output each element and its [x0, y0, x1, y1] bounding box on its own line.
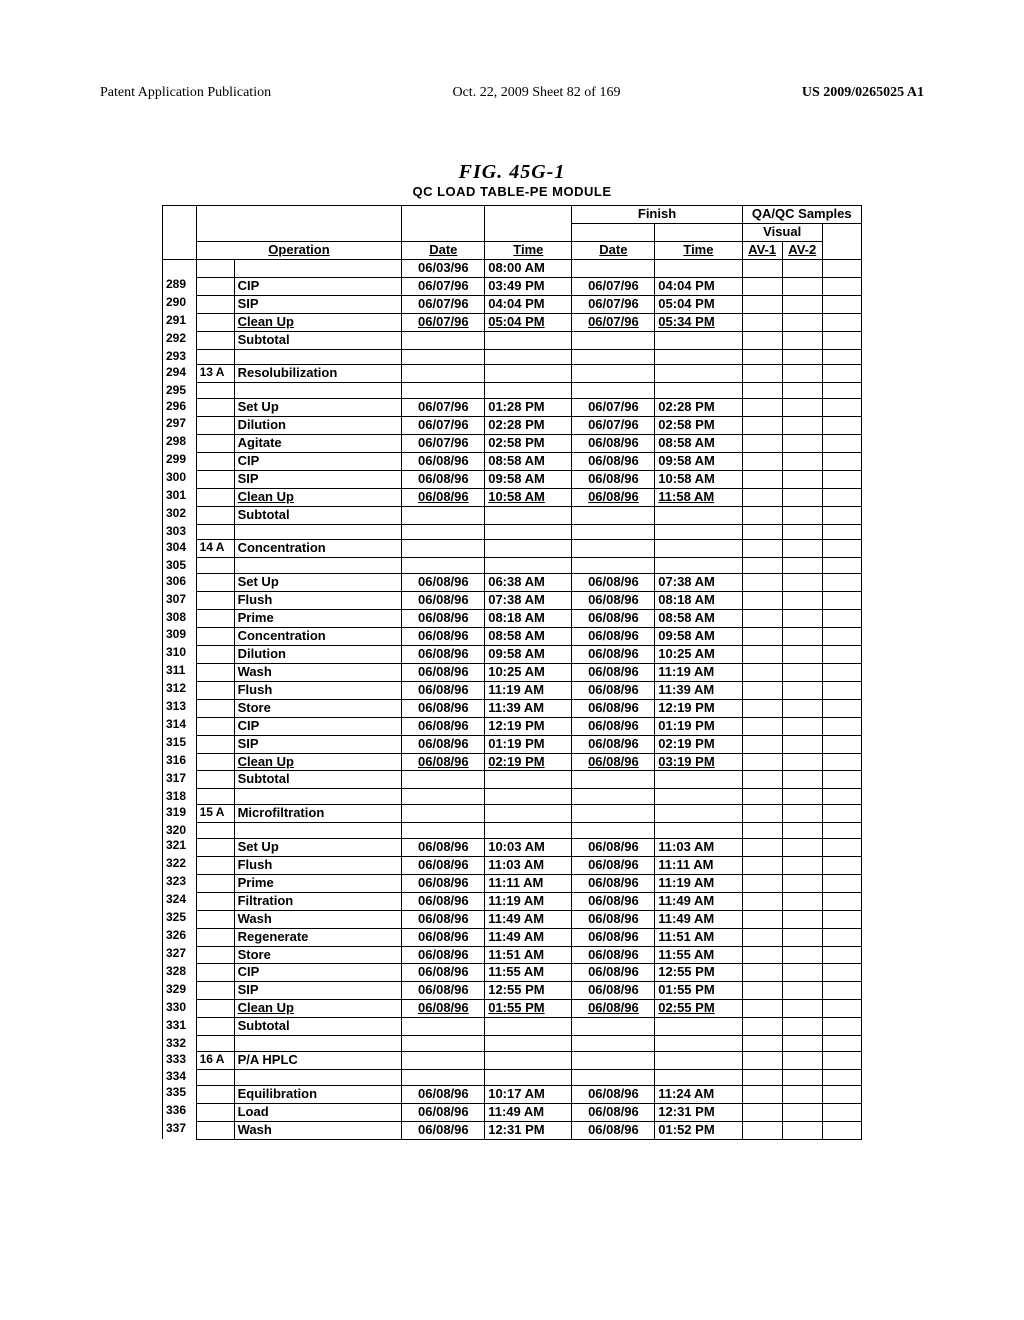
blank-row: 305	[163, 558, 862, 574]
subtotal-row: 317Subtotal	[163, 771, 862, 789]
header-center: Oct. 22, 2009 Sheet 82 of 169	[452, 85, 620, 101]
table-row: 316Clean Up06/08/9602:19 PM06/08/9603:19…	[163, 753, 862, 771]
initial-time: 08:00 AM	[485, 259, 572, 277]
col-date2: Date	[572, 241, 655, 259]
header-right: US 2009/0265025 A1	[802, 85, 924, 101]
table-row: 321Set Up06/08/9610:03 AM06/08/9611:03 A…	[163, 838, 862, 856]
table-row: 307Flush06/08/9607:38 AM06/08/9608:18 AM	[163, 592, 862, 610]
col-samples: QA/QC Samples	[742, 206, 861, 224]
table-row: 308Prime06/08/9608:18 AM06/08/9608:58 AM	[163, 610, 862, 628]
table-row: 312Flush06/08/9611:19 AM06/08/9611:39 AM	[163, 681, 862, 699]
table-row: 313Store06/08/9611:39 AM06/08/9612:19 PM	[163, 699, 862, 717]
table-row: 298Agitate06/07/9602:58 PM06/08/9608:58 …	[163, 434, 862, 452]
blank-row: 334	[163, 1069, 862, 1085]
initial-date: 06/03/96	[402, 259, 485, 277]
blank-row: 293	[163, 349, 862, 365]
col-visual: Visual	[742, 223, 822, 241]
section-header-row: 29413 AResolubilization	[163, 365, 862, 383]
table-row: 289CIP06/07/9603:49 PM06/07/9604:04 PM	[163, 277, 862, 295]
qc-table: Finish QA/QC Samples Visual Operation Da…	[162, 205, 862, 1140]
table-row: 337Wash06/08/9612:31 PM06/08/9601:52 PM	[163, 1121, 862, 1139]
table-row: 325Wash06/08/9611:49 AM06/08/9611:49 AM	[163, 910, 862, 928]
blank-row: 318	[163, 789, 862, 805]
table-row: 336Load06/08/9611:49 AM06/08/9612:31 PM	[163, 1103, 862, 1121]
col-operation: Operation	[196, 241, 402, 259]
table-row: 323Prime06/08/9611:11 AM06/08/9611:19 AM	[163, 874, 862, 892]
table-row: 335Equilibration06/08/9610:17 AM06/08/96…	[163, 1085, 862, 1103]
table-row: 327Store06/08/9611:51 AM06/08/9611:55 AM	[163, 946, 862, 964]
table-row: 326Regenerate06/08/9611:49 AM06/08/9611:…	[163, 928, 862, 946]
subtotal-row: 292Subtotal	[163, 331, 862, 349]
page-header: Patent Application Publication Oct. 22, …	[100, 85, 924, 101]
table-row: 314CIP06/08/9612:19 PM06/08/9601:19 PM	[163, 717, 862, 735]
section-header-row: 33316 AP/A HPLC	[163, 1052, 862, 1070]
col-date1: Date	[402, 241, 485, 259]
table-row: 309Concentration06/08/9608:58 AM06/08/96…	[163, 627, 862, 645]
table-row: 297Dilution06/07/9602:28 PM06/07/9602:58…	[163, 416, 862, 434]
table-row: 306Set Up06/08/9606:38 AM06/08/9607:38 A…	[163, 574, 862, 592]
subtotal-row: 331Subtotal	[163, 1018, 862, 1036]
blank-row: 303	[163, 524, 862, 540]
col-av1: AV-1	[742, 241, 782, 259]
table-row: 311Wash06/08/9610:25 AM06/08/9611:19 AM	[163, 663, 862, 681]
table-row: 301Clean Up06/08/9610:58 AM06/08/9611:58…	[163, 488, 862, 506]
table-row: 324Filtration06/08/9611:19 AM06/08/9611:…	[163, 892, 862, 910]
blank-row: 332	[163, 1036, 862, 1052]
table-row: 300SIP06/08/9609:58 AM06/08/9610:58 AM	[163, 470, 862, 488]
table-row: 329SIP06/08/9612:55 PM06/08/9601:55 PM	[163, 982, 862, 1000]
figure-subtitle: QC LOAD TABLE-PE MODULE	[100, 184, 924, 199]
table-row: 296Set Up06/07/9601:28 PM06/07/9602:28 P…	[163, 399, 862, 417]
table-row: 290SIP06/07/9604:04 PM06/07/9605:04 PM	[163, 295, 862, 313]
header-left: Patent Application Publication	[100, 85, 271, 101]
table-row: 310Dilution06/08/9609:58 AM06/08/9610:25…	[163, 645, 862, 663]
col-time2: Time	[655, 241, 742, 259]
section-header-row: 31915 AMicrofiltration	[163, 805, 862, 823]
col-av2: AV-2	[782, 241, 822, 259]
table-row: 330Clean Up06/08/9601:55 PM06/08/9602:55…	[163, 1000, 862, 1018]
col-finish: Finish	[572, 206, 742, 224]
table-row: 328CIP06/08/9611:55 AM06/08/9612:55 PM	[163, 964, 862, 982]
table-row: 291Clean Up06/07/9605:04 PM06/07/9605:34…	[163, 313, 862, 331]
subtotal-row: 302Subtotal	[163, 506, 862, 524]
table-row: 299CIP06/08/9608:58 AM06/08/9609:58 AM	[163, 452, 862, 470]
section-header-row: 30414 AConcentration	[163, 540, 862, 558]
figure-title: FIG. 45G-1	[100, 161, 924, 184]
blank-row: 320	[163, 823, 862, 839]
blank-row: 295	[163, 383, 862, 399]
table-row: 322Flush06/08/9611:03 AM06/08/9611:11 AM	[163, 856, 862, 874]
table-row: 315SIP06/08/9601:19 PM06/08/9602:19 PM	[163, 735, 862, 753]
col-time1: Time	[485, 241, 572, 259]
